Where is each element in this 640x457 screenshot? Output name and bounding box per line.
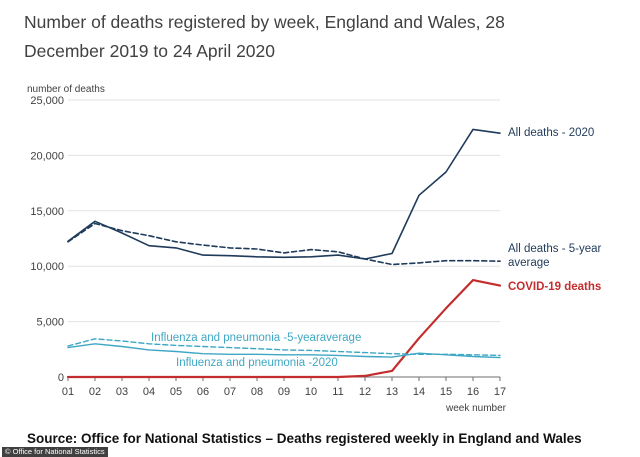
x-axis-ticks: 01 02 03 04 05 06 07 08 09 10 11 12 13 14 15 16 17 (62, 377, 506, 398)
series-label: All deaths - 2020 (508, 127, 594, 139)
x-tick-label: 06 (197, 386, 209, 398)
y-axis-ticks: 0 5,000 10,000 15,000 20,000 25,000 (30, 95, 64, 384)
x-tick-label: 12 (359, 386, 371, 398)
series-label: COVID-19 deaths (508, 281, 601, 293)
series-line (67, 222, 501, 266)
x-axis-label: week number (445, 403, 507, 414)
series-line (67, 343, 501, 359)
y-tick-label: 25,000 (30, 95, 64, 107)
y-tick-label: 10,000 (30, 261, 64, 273)
y-tick-label: 0 (58, 372, 64, 384)
gridlines (68, 99, 500, 323)
y-tick-label: 5,000 (36, 317, 64, 329)
series-line (66, 279, 502, 379)
x-tick-label: 10 (305, 386, 317, 398)
series-lines (66, 128, 502, 379)
x-tick-label: 09 (278, 386, 290, 398)
x-tick-label: 05 (170, 386, 182, 398)
series-label: average (508, 257, 550, 269)
x-tick-label: 02 (89, 386, 101, 398)
series-line (67, 128, 501, 260)
x-tick-label: 17 (494, 386, 506, 398)
y-tick-label: 15,000 (30, 206, 64, 218)
image-credit: © Office for National Statistics (2, 447, 108, 457)
y-tick-label: 20,000 (30, 150, 64, 162)
x-tick-label: 13 (386, 386, 398, 398)
series-labels: All deaths - 2020 All deaths - 5-year aver… (151, 127, 601, 369)
x-tick-label: 04 (143, 386, 155, 398)
chart-title: Number of deaths registered by week, Eng… (24, 12, 505, 61)
x-tick-label: 11 (332, 386, 343, 398)
x-tick-label: 08 (251, 386, 263, 398)
x-tick-label: 15 (440, 386, 452, 398)
x-tick-label: 03 (116, 386, 128, 398)
credit-bar (0, 447, 640, 457)
x-tick-label: 14 (413, 386, 425, 398)
source-caption: Source: Office for National Statistics –… (27, 431, 582, 446)
series-label: Influenza and pneumonia -2020 (176, 357, 338, 369)
x-tick-label: 01 (62, 386, 74, 398)
x-tick-label: 16 (467, 386, 479, 398)
x-tick-label: 07 (224, 386, 236, 398)
y-axis-label: number of deaths (27, 84, 105, 95)
series-label: Influenza and pneumonia -5-yearaverage (151, 332, 361, 344)
series-label: All deaths - 5-year (508, 243, 601, 255)
